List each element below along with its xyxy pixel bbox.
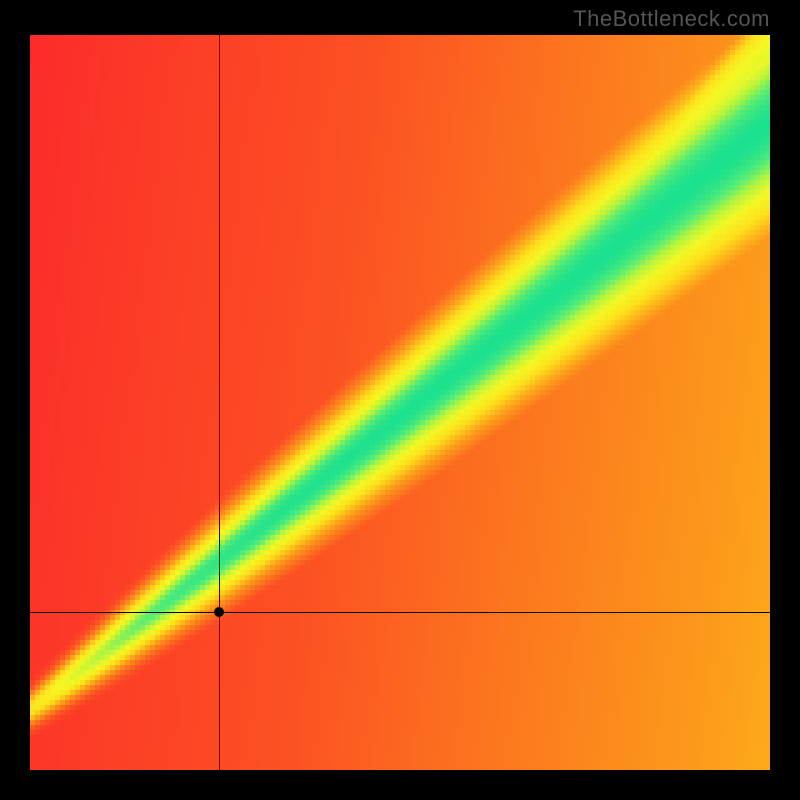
heatmap-chart <box>30 35 770 770</box>
crosshair-vertical <box>219 35 220 770</box>
heatmap-canvas <box>30 35 770 770</box>
watermark-text: TheBottleneck.com <box>573 6 770 32</box>
selected-point-marker <box>214 607 224 617</box>
crosshair-horizontal <box>30 612 770 613</box>
